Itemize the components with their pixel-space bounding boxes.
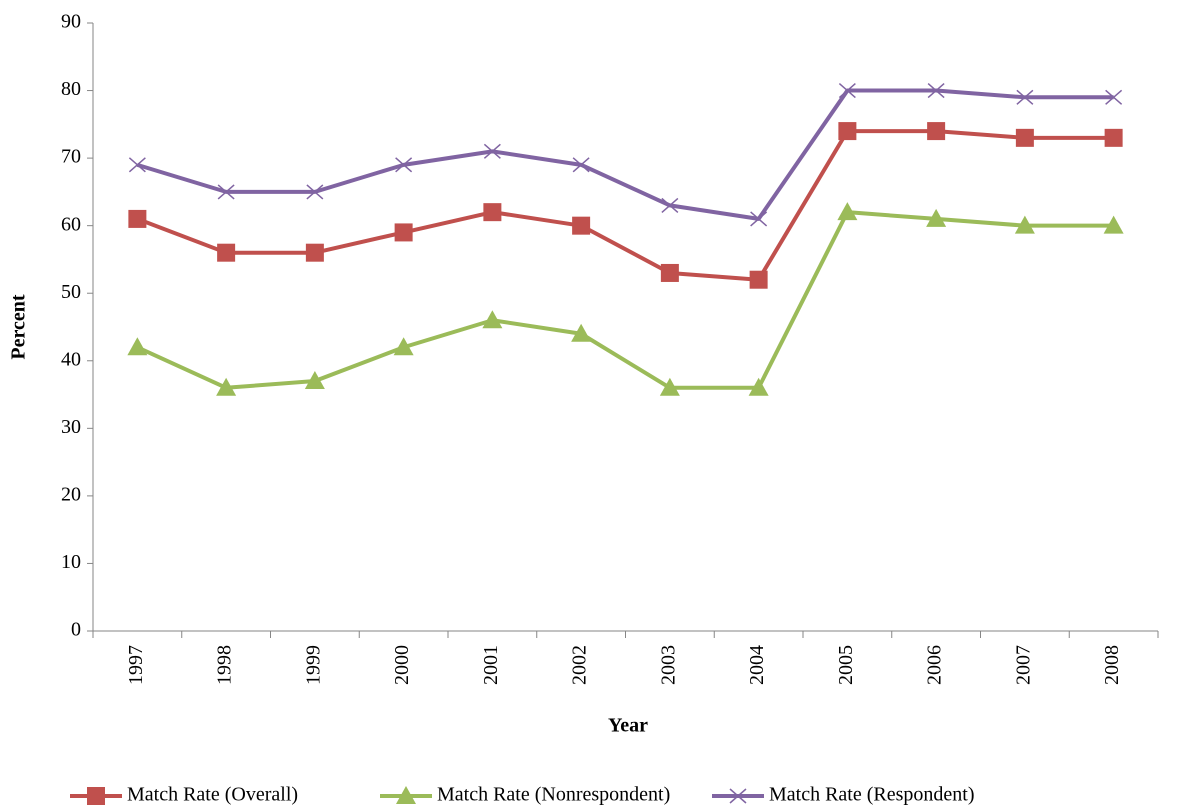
data-point (661, 197, 679, 213)
legend-entry: Match Rate (Respondent) (712, 784, 975, 806)
data-point (1014, 215, 1035, 234)
x-tick-label: 2008 (1101, 645, 1123, 685)
data-point (216, 377, 237, 396)
data-point (748, 377, 769, 396)
series-line (136, 210, 1114, 390)
data-point (128, 209, 147, 228)
x-tick-label: 1997 (125, 645, 147, 685)
legend-marker (87, 787, 105, 805)
y-tick-label: 60 (61, 213, 81, 235)
data-point (926, 208, 947, 227)
data-point (572, 216, 591, 235)
data-point (659, 377, 680, 396)
x-tick-label: 1999 (302, 645, 324, 685)
data-point (128, 157, 146, 173)
legend-entry: Match Rate (Overall) (70, 784, 298, 806)
data-point (217, 184, 235, 200)
series-line (136, 129, 1114, 282)
y-tick-label: 20 (61, 483, 81, 505)
x-tick-label: 2004 (746, 645, 768, 685)
x-tick-label: 2000 (391, 645, 413, 685)
legend-label: Match Rate (Respondent) (769, 784, 975, 806)
data-point (927, 122, 946, 141)
data-point (395, 157, 413, 173)
x-tick-label: 2002 (569, 645, 591, 685)
data-point (394, 223, 413, 242)
x-tick-label: 2003 (657, 645, 679, 685)
data-point (572, 157, 590, 173)
data-point (1105, 89, 1123, 105)
x-tick-label: 2005 (835, 645, 857, 685)
x-tick-label: 2007 (1012, 645, 1034, 685)
y-tick-label: 90 (61, 11, 81, 33)
legend-marker (396, 786, 416, 804)
y-tick-label: 0 (71, 619, 81, 641)
data-point (927, 82, 945, 99)
x-tick-label: 1998 (214, 645, 236, 685)
data-point (1104, 128, 1123, 147)
legend-label: Match Rate (Nonrespondent) (437, 784, 670, 806)
data-point (1015, 128, 1034, 147)
data-point (127, 337, 148, 356)
x-axis-title: Year (608, 715, 648, 737)
y-tick-label: 50 (61, 281, 81, 303)
x-tick-label: 2001 (480, 645, 502, 685)
data-point (483, 203, 502, 222)
data-point (306, 184, 324, 200)
data-point (393, 337, 414, 356)
data-point (304, 371, 325, 390)
y-tick-label: 70 (61, 146, 81, 168)
data-point (838, 82, 856, 99)
data-point (305, 243, 324, 262)
y-tick-label: 30 (61, 416, 81, 438)
data-point (749, 270, 768, 289)
y-axis-title: Percent (8, 294, 30, 359)
data-point (837, 202, 858, 221)
legend-entry: Match Rate (Nonrespondent) (380, 784, 670, 806)
data-point (750, 211, 768, 227)
data-point (660, 263, 679, 282)
data-point (571, 323, 592, 342)
legend-label: Match Rate (Overall) (127, 784, 298, 806)
legend-marker (729, 788, 747, 804)
data-point (482, 310, 503, 329)
data-point (217, 243, 236, 262)
x-tick-label: 2006 (924, 645, 946, 685)
y-tick-label: 40 (61, 348, 81, 370)
data-point (483, 143, 501, 159)
data-point (1103, 215, 1124, 234)
data-point (1016, 89, 1034, 105)
data-point (838, 122, 857, 141)
series-line (136, 88, 1114, 221)
y-tick-label: 10 (61, 551, 81, 573)
y-tick-label: 80 (61, 78, 81, 100)
